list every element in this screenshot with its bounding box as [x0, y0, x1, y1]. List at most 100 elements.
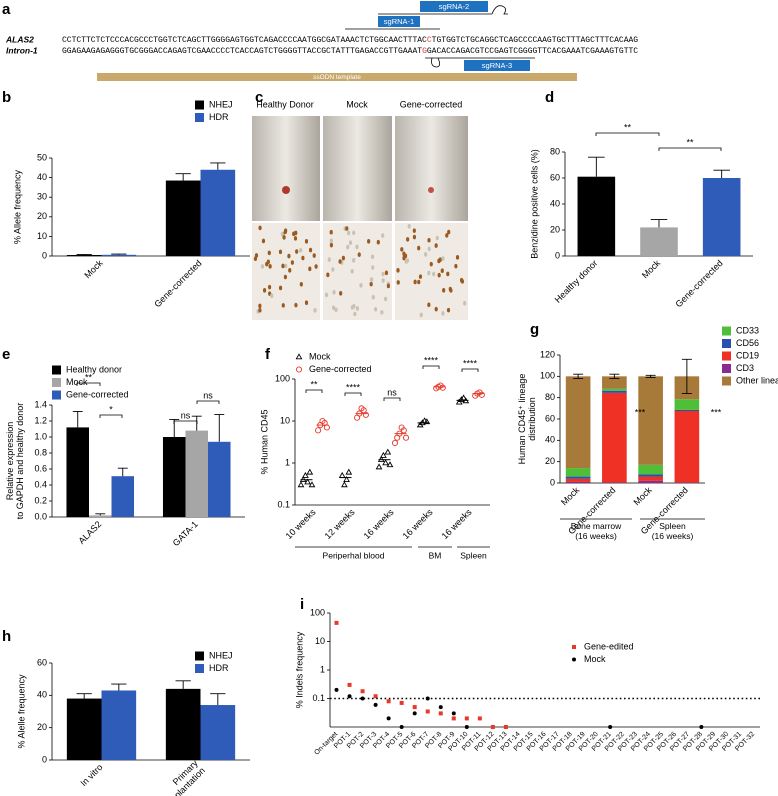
y-tick-label: 100: [310, 607, 325, 617]
y-tick-label: 100: [540, 371, 555, 381]
cell: [376, 239, 380, 245]
point: [386, 461, 394, 468]
y-axis-label: % Indels frequency: [294, 631, 304, 708]
cell: [266, 259, 270, 265]
cell: [359, 283, 363, 288]
cell: [258, 307, 262, 313]
y-axis-label-line: Relative expression: [5, 422, 15, 501]
sequence: GGAGAAGAGAGGGTGCGGGACCAGAGTCGAACCCCTCACC…: [62, 47, 638, 56]
cell: [270, 293, 274, 299]
cell: [406, 237, 410, 242]
cell: [447, 229, 451, 235]
point: [386, 699, 391, 704]
significance-label: ****: [424, 355, 439, 365]
column-label: Gene-corrected: [400, 99, 463, 109]
cell: [454, 263, 458, 269]
point: [360, 696, 365, 701]
bar-segment: [602, 482, 627, 483]
seq-part: GGAGAAGAGAGGGTGCGGGACCAGAGTCGAACCCCTCACC…: [62, 47, 422, 56]
cell: [327, 257, 331, 262]
sgrna-label: sgRNA-1: [384, 17, 414, 26]
point: [386, 716, 391, 721]
significance-label: **: [686, 137, 694, 147]
bar: [111, 476, 135, 517]
point: [341, 481, 348, 488]
seq-edit: G: [422, 47, 427, 56]
cell: [407, 223, 411, 229]
point: [464, 725, 469, 729]
error-bar: [713, 169, 730, 178]
panel-label: g: [530, 321, 539, 338]
panel-label: e: [2, 346, 10, 363]
point: [347, 682, 352, 687]
cell: [314, 264, 318, 269]
y-tick-label: 80: [550, 146, 560, 156]
point: [439, 384, 446, 391]
sgrna-box: [420, 1, 488, 12]
point: [360, 689, 365, 694]
bar-segment: [674, 411, 700, 483]
cell: [260, 264, 265, 269]
error-bar: [609, 373, 620, 379]
cell: [331, 305, 336, 311]
y-tick-label: 10: [37, 231, 47, 241]
legend-label: CD33: [736, 325, 759, 335]
y-axis-label: Benzidine positive cells (%): [529, 149, 539, 259]
point: [412, 711, 417, 716]
cell: [434, 306, 438, 312]
x-tick-label: Mock: [640, 258, 663, 281]
cell: [403, 253, 408, 259]
significance-bracket: [99, 414, 123, 418]
cell: [427, 237, 431, 243]
y-tick-label: 0.1: [312, 693, 325, 703]
cell: [350, 305, 354, 310]
cell: [352, 258, 356, 263]
legend-label: Mock: [309, 351, 331, 361]
cell: [370, 277, 374, 282]
legend-label: CD19: [736, 350, 759, 360]
point: [375, 463, 383, 470]
cell: [290, 260, 294, 265]
legend-swatch: [52, 390, 61, 400]
cell: [446, 307, 451, 313]
legend-label: HDR: [209, 663, 229, 673]
point: [400, 427, 407, 434]
point: [347, 694, 352, 699]
point: [302, 471, 309, 478]
point: [315, 427, 322, 434]
y-tick-label: 40: [545, 435, 555, 445]
legend-swatch: [722, 339, 731, 348]
bar: [702, 178, 741, 256]
cell: [357, 252, 361, 257]
significance-bracket: [422, 365, 440, 369]
point: [399, 725, 404, 729]
template-label: ssODN template: [313, 74, 361, 81]
cell: [437, 272, 441, 278]
panel-a: sgRNA-2 sgRNA-1 ALAS2 Intron-1 CCTCTTCTC…: [5, 1, 638, 81]
legend-swatch: [195, 651, 204, 661]
y-axis-label-line: Human CD45⁺ lineage: [517, 374, 527, 465]
x-tick-label: 16 weeks: [440, 507, 474, 541]
cell: [371, 265, 375, 270]
y-tick-label: 20: [37, 211, 47, 221]
bar-segment: [674, 482, 700, 483]
cell: [308, 247, 313, 253]
legend-swatch: [195, 100, 204, 110]
cell: [301, 255, 305, 261]
bar-segment: [565, 476, 591, 479]
legend-label: Mock: [584, 654, 606, 664]
cell: [455, 255, 460, 260]
y-axis-label: % Alelle frequency: [16, 674, 26, 749]
point: [425, 709, 430, 714]
photo: [395, 116, 468, 221]
legend-marker: [572, 645, 576, 649]
point: [391, 439, 399, 447]
cell: [417, 279, 421, 285]
hairpin: [491, 5, 508, 15]
point: [323, 424, 330, 431]
bar: [101, 690, 137, 760]
x-tick-label: Primarytransplantation: [151, 758, 207, 796]
error-bar: [681, 358, 692, 394]
cell: [299, 281, 303, 287]
error-bar: [210, 162, 226, 170]
